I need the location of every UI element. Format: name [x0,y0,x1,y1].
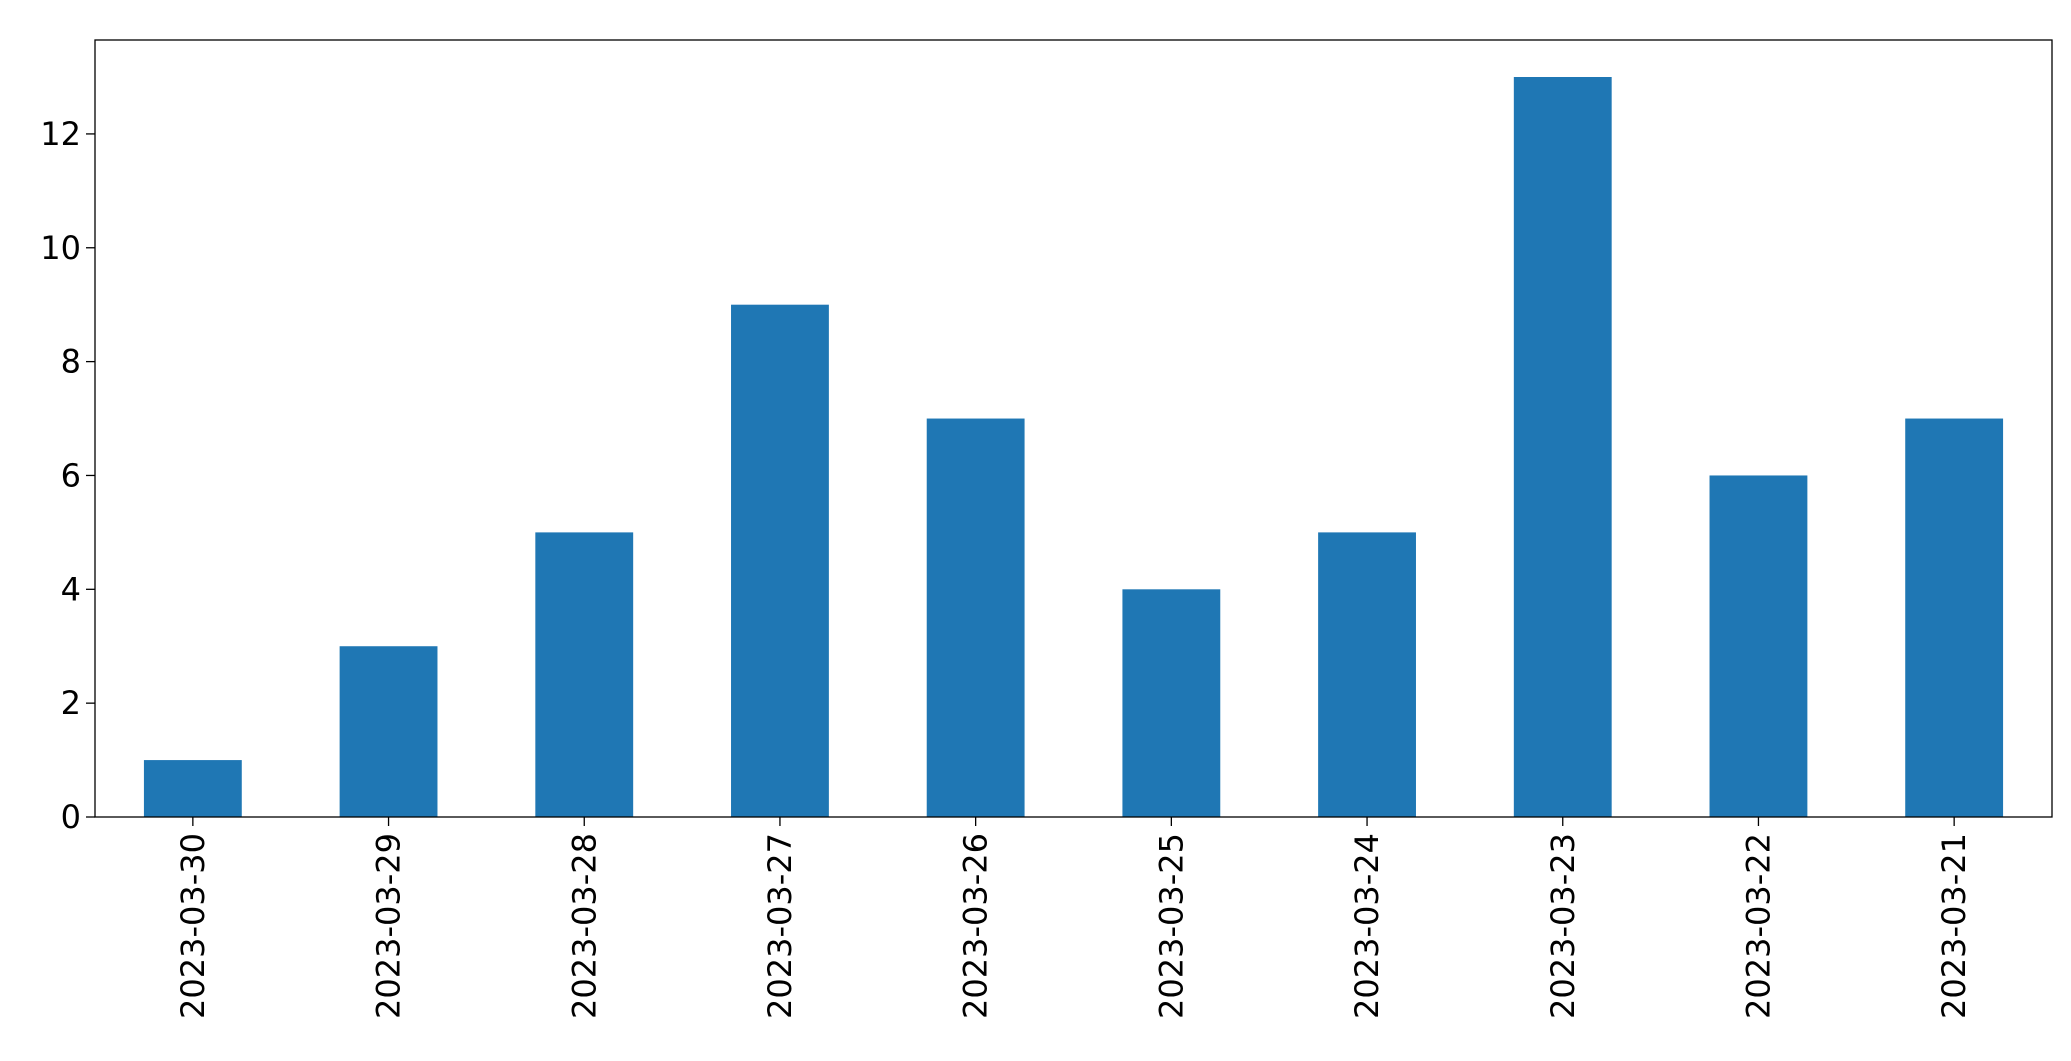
bar [1905,418,2004,817]
x-tick-label: 2023-03-24 [1348,833,1386,1019]
bar [143,760,242,817]
x-tick-label: 2023-03-25 [1152,833,1190,1019]
x-tick-label: 2023-03-28 [565,833,603,1019]
bar [731,304,829,817]
x-tick-label: 2023-03-30 [174,833,212,1019]
y-tick-label: 4 [61,570,81,608]
bar [1318,532,1416,817]
y-tick-label: 8 [61,343,81,381]
bar [1513,77,1612,817]
bar [535,532,634,817]
y-tick-label: 6 [61,456,81,494]
bar [1122,589,1221,817]
x-tick-label: 2023-03-22 [1739,833,1777,1019]
x-tick-label: 2023-03-26 [957,833,995,1019]
y-tick-label: 2 [61,684,81,722]
x-tick-label: 2023-03-27 [761,833,799,1019]
plot-frame [94,39,2053,818]
y-tick-label: 0 [61,798,81,836]
x-tick-label: 2023-03-21 [1935,833,1973,1019]
y-tick-label: 10 [40,229,81,267]
x-tick-label: 2023-03-29 [370,833,408,1019]
bar [926,418,1025,817]
y-tick-label: 12 [40,115,81,153]
bar [1709,475,1808,817]
x-tick-label: 2023-03-23 [1544,833,1582,1019]
bar [339,646,438,817]
